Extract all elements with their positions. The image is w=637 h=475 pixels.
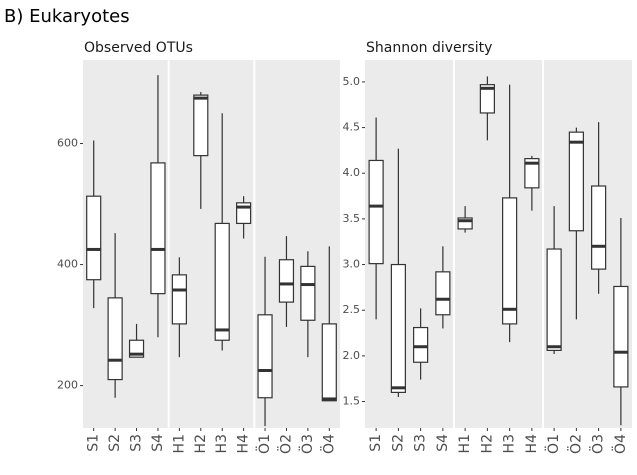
box [435,271,451,316]
y-tick-label: 200 [57,379,78,392]
y-tick-label: 3.5 [343,212,361,225]
y-tick-label: 4.0 [343,166,361,179]
box [150,162,166,295]
box [546,248,562,351]
x-tick-label: H3 [502,434,518,453]
y-tick-label: 400 [57,258,78,271]
box [321,323,337,402]
box [390,263,406,393]
panel-background [365,60,632,428]
panel-background [83,60,340,428]
x-tick-label: S3 [129,434,145,452]
box [502,197,518,325]
x-tick-label: S1 [368,434,384,452]
x-tick-label: Ö4 [319,434,337,454]
x-tick-label: H2 [193,434,209,453]
box [568,131,584,232]
x-tick-label: H1 [171,434,187,453]
box [278,259,295,303]
y-tick-label: 600 [57,137,78,150]
box [300,265,316,321]
x-tick-label: Ö1 [255,434,273,454]
box [171,274,187,325]
box [479,84,495,114]
x-tick-label: H4 [236,434,252,454]
box [524,158,540,189]
x-tick-label: H4 [524,434,540,454]
box [413,326,429,363]
x-tick-label: Ö3 [589,434,607,454]
panel-title: Shannon diversity [366,40,492,56]
box [591,185,607,270]
x-tick-label: Ö1 [544,434,562,454]
x-tick-label: H2 [479,434,495,453]
chart-title: B) Eukaryotes [4,6,130,27]
x-tick-label: Ö4 [611,434,629,454]
x-tick-label: S4 [435,434,451,452]
box [368,159,384,265]
x-tick-label: H3 [214,434,230,453]
box [214,222,230,341]
x-tick-label: S2 [390,434,406,452]
x-tick-label: Ö2 [276,434,294,454]
x-tick-label: Ö2 [566,434,584,454]
box [86,195,102,281]
x-tick-label: S3 [413,434,429,452]
y-tick-label: 3.0 [343,258,361,271]
box [107,297,123,381]
x-tick-label: S2 [107,434,123,452]
box [613,285,629,388]
x-tick-label: H1 [457,434,473,453]
y-tick-label: 2.5 [343,303,361,316]
y-tick-label: 1.5 [343,395,361,408]
y-tick-label: 5.0 [343,75,361,88]
x-tick-label: Ö3 [298,434,316,454]
panel-title: Observed OTUs [84,40,193,56]
y-tick-label: 4.5 [343,121,361,134]
x-tick-label: S4 [150,434,166,452]
box [257,314,273,399]
box [457,217,473,230]
y-tick-label: 2.0 [343,349,361,362]
x-tick-label: S1 [86,434,102,452]
box [193,94,209,157]
